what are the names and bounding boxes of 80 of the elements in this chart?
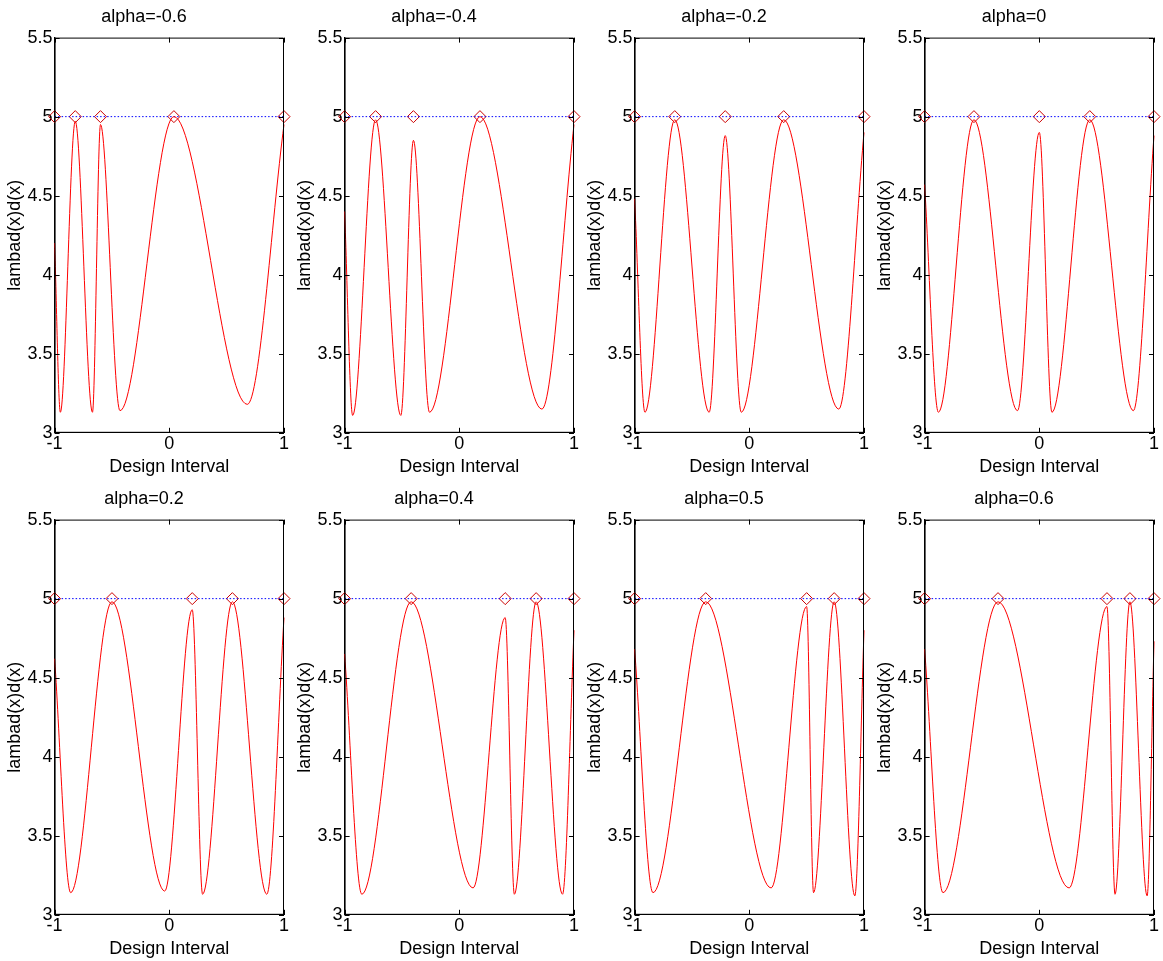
x-tick-label: 1 xyxy=(568,914,580,935)
y-axis-title: lambad(x)d(x) xyxy=(3,179,24,291)
x-tick-label: 0 xyxy=(164,914,175,935)
y-tick-label: 5.5 xyxy=(897,508,923,529)
y-axis-title: lambad(x)d(x) xyxy=(583,661,604,773)
y-tick-label: 4.5 xyxy=(607,184,633,205)
y-tick-label: 5 xyxy=(332,105,343,126)
chart-title: alpha=0.6 xyxy=(974,487,1054,508)
y-tick-label: 5.5 xyxy=(607,508,633,529)
x-tick-label: 1 xyxy=(568,432,580,453)
x-tick-label: 0 xyxy=(1034,432,1045,453)
x-axis-title: Design Interval xyxy=(109,938,230,959)
y-tick-label: 5.5 xyxy=(317,508,343,529)
chart-title: alpha=0 xyxy=(981,5,1047,26)
y-tick-label: 4.5 xyxy=(27,184,53,205)
x-axis-title: Design Interval xyxy=(109,456,230,477)
y-tick-label: 4.5 xyxy=(897,184,923,205)
y-tick-label: 4 xyxy=(912,745,923,766)
y-tick-label: 4.5 xyxy=(27,666,53,687)
y-tick-label: 5 xyxy=(912,105,923,126)
chart-title: alpha=0.5 xyxy=(684,487,764,508)
x-axis-title: Design Interval xyxy=(399,938,520,959)
x-axis-title: Design Interval xyxy=(689,938,810,959)
chart-title: alpha=-0.2 xyxy=(681,5,767,26)
chart-title: alpha=0.2 xyxy=(104,487,184,508)
y-tick-label: 4 xyxy=(622,745,633,766)
y-tick-label: 5 xyxy=(622,587,633,608)
y-tick-label: 4 xyxy=(912,263,923,284)
x-tick-label: 1 xyxy=(1148,432,1160,453)
x-tick-label: 0 xyxy=(454,914,465,935)
y-tick-label: 5.5 xyxy=(897,26,923,47)
x-tick-label: 0 xyxy=(1034,914,1045,935)
y-tick-label: 3.5 xyxy=(897,824,923,845)
x-axis-title: Design Interval xyxy=(979,456,1100,477)
y-tick-label: 4.5 xyxy=(607,666,633,687)
x-axis-title: Design Interval xyxy=(979,938,1100,959)
y-axis-title: lambad(x)d(x) xyxy=(293,179,314,291)
y-tick-label: 5 xyxy=(332,587,343,608)
y-tick-label: 5 xyxy=(42,105,53,126)
x-tick-label: 0 xyxy=(454,432,465,453)
x-tick-label: 0 xyxy=(744,432,755,453)
y-tick-label: 5 xyxy=(912,587,923,608)
y-tick-label: 4 xyxy=(42,263,53,284)
y-tick-label: 3.5 xyxy=(317,824,343,845)
x-tick-label: 0 xyxy=(744,914,755,935)
y-tick-label: 4.5 xyxy=(897,666,923,687)
y-axis-title: lambad(x)d(x) xyxy=(583,179,604,291)
y-tick-label: 3.5 xyxy=(317,342,343,363)
x-axis-title: Design Interval xyxy=(689,456,810,477)
chart-title: alpha=0.4 xyxy=(394,487,474,508)
chart-title: alpha=-0.4 xyxy=(391,5,477,26)
y-tick-label: 5.5 xyxy=(607,26,633,47)
y-axis-title: lambad(x)d(x) xyxy=(873,179,894,291)
y-tick-label: 4 xyxy=(622,263,633,284)
x-tick-label: 0 xyxy=(164,432,175,453)
x-tick-label: 1 xyxy=(278,914,290,935)
y-tick-label: 5 xyxy=(42,587,53,608)
y-tick-label: 3.5 xyxy=(27,342,53,363)
y-tick-label: 3.5 xyxy=(897,342,923,363)
y-tick-label: 5.5 xyxy=(27,26,53,47)
y-tick-label: 3.5 xyxy=(607,824,633,845)
y-axis-title: lambad(x)d(x) xyxy=(3,661,24,773)
y-tick-label: 3.5 xyxy=(607,342,633,363)
y-axis-title: lambad(x)d(x) xyxy=(873,661,894,773)
x-tick-label: 1 xyxy=(278,432,290,453)
x-axis-title: Design Interval xyxy=(399,456,520,477)
y-tick-label: 5.5 xyxy=(317,26,343,47)
y-tick-label: 4 xyxy=(332,745,343,766)
y-tick-label: 3.5 xyxy=(27,824,53,845)
y-tick-label: 5 xyxy=(622,105,633,126)
chart-title: alpha=-0.6 xyxy=(101,5,187,26)
x-tick-label: 1 xyxy=(858,432,870,453)
y-tick-label: 4.5 xyxy=(317,666,343,687)
y-tick-label: 4.5 xyxy=(317,184,343,205)
y-tick-label: 4 xyxy=(42,745,53,766)
x-tick-label: 1 xyxy=(1148,914,1160,935)
x-tick-label: 1 xyxy=(858,914,870,935)
y-tick-label: 4 xyxy=(332,263,343,284)
y-axis-title: lambad(x)d(x) xyxy=(293,661,314,773)
y-tick-label: 5.5 xyxy=(27,508,53,529)
